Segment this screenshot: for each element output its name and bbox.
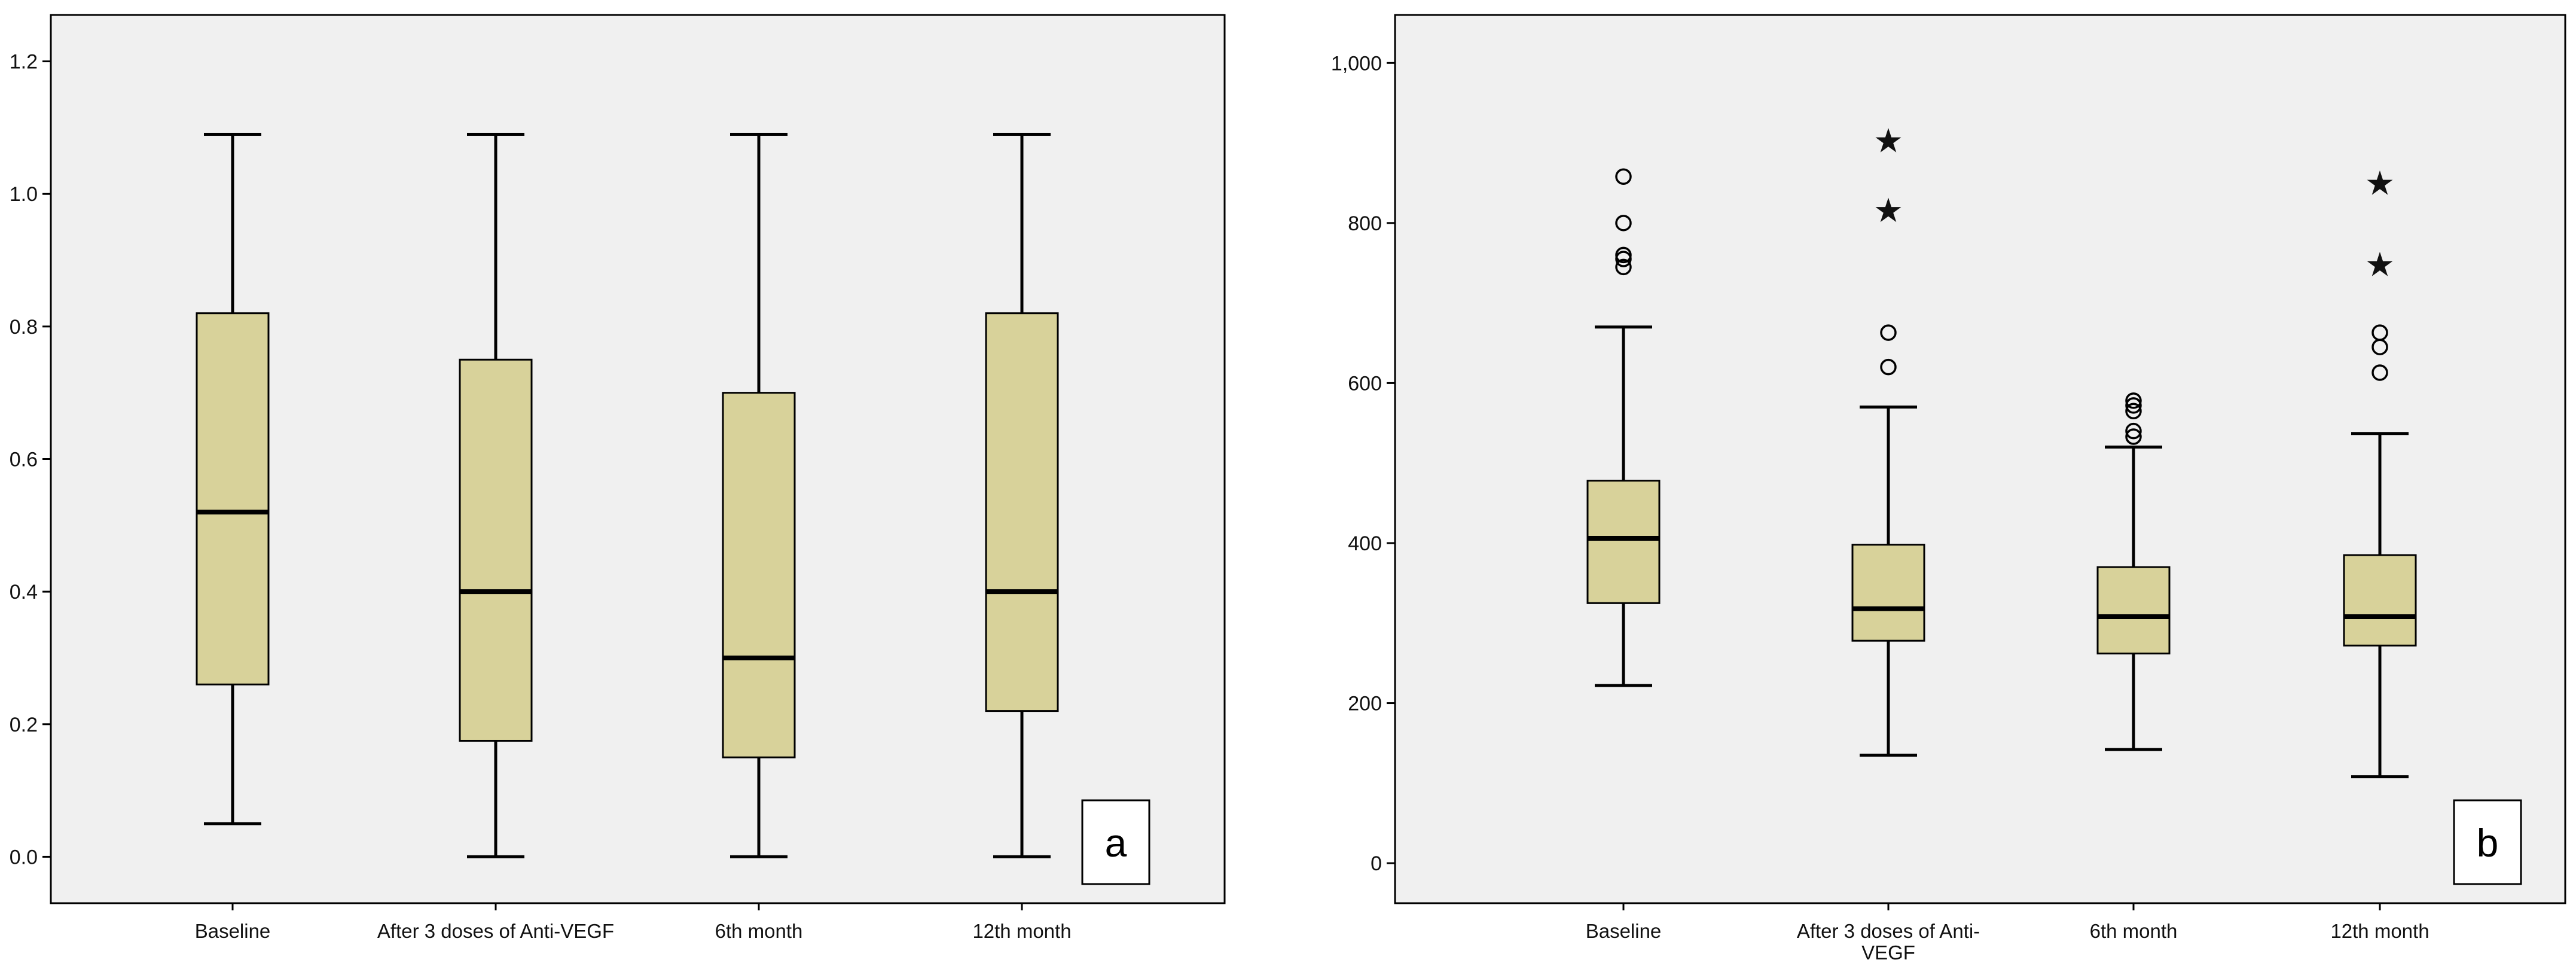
y-tick-label: 1.2	[10, 51, 38, 74]
y-tick-label: 0.6	[10, 449, 38, 471]
category-label: Baseline	[195, 920, 271, 942]
y-tick-label: 0.0	[10, 846, 38, 869]
box-4: ★ ★ 12th month	[2330, 164, 2429, 942]
plot-area	[1394, 14, 2566, 904]
y-tick-label: 400	[1348, 532, 1382, 555]
panel-a-chart: 0.0 0.2 0.4 0.6 0.8 1.0 1.2 Baseline After 3 dos…	[10, 14, 1226, 942]
box-3: 6th month	[715, 132, 803, 942]
category-label: 6th month	[715, 920, 803, 942]
category-label: 12th month	[972, 920, 1071, 942]
y-tick-label: 0.8	[10, 316, 38, 339]
outlier-point	[2125, 422, 2142, 440]
outlier-point	[2371, 324, 2388, 341]
iqr-box	[2343, 554, 2417, 647]
iqr-box	[985, 312, 1059, 712]
extreme-point: ★	[2365, 164, 2395, 202]
category-label: VEGF	[1861, 941, 1915, 964]
iqr-box	[1851, 544, 1925, 642]
box-3: 6th month	[2090, 392, 2178, 942]
extreme-point: ★	[2365, 246, 2395, 284]
iqr-box	[459, 358, 533, 742]
iqr-box	[2096, 566, 2171, 655]
outlier-point	[1880, 324, 1897, 341]
panel-tag-label: a	[1105, 821, 1127, 865]
panel-tag-box	[1081, 799, 1150, 885]
outlier-point	[2371, 364, 2388, 381]
outlier-point	[2125, 392, 2142, 409]
category-label: Baseline	[1586, 920, 1662, 942]
y-tick-label: 0.2	[10, 714, 38, 736]
y-tick-label: 200	[1348, 693, 1382, 715]
y-tick-label: 1.0	[10, 183, 38, 206]
outlier-point	[1880, 358, 1897, 376]
box-4: 12th month	[972, 132, 1072, 942]
outlier-point	[2125, 428, 2142, 445]
outlier-point	[2125, 397, 2142, 414]
category-label: 12th month	[2330, 920, 2429, 942]
y-tick-label: 1,000	[1331, 52, 1382, 75]
panel-b-chart: 0 200 400 600 800 1,000 Baseline ★ ★ After 3 dose…	[1331, 14, 2566, 964]
iqr-box	[722, 392, 796, 758]
extreme-point: ★	[1873, 121, 1903, 159]
box-2: After 3 doses of Anti-VEGF	[377, 132, 614, 942]
box-2: ★ ★ After 3 doses of Anti-VEGF	[1797, 121, 1980, 964]
panel-tag-box	[2453, 799, 2522, 885]
box-1: Baseline	[195, 132, 271, 942]
category-label: After 3 doses of Anti-	[1797, 920, 1980, 942]
outlier-point	[1615, 215, 1632, 231]
y-tick-label: 800	[1348, 212, 1382, 235]
y-tick-label: 0.4	[10, 581, 38, 604]
outlier-point	[1615, 258, 1632, 276]
category-label: 6th month	[2090, 920, 2178, 942]
outlier-point	[2125, 403, 2142, 419]
extreme-point: ★	[1873, 191, 1903, 229]
y-tick-label: 0	[1371, 852, 1382, 875]
iqr-box	[196, 312, 270, 685]
outlier-point	[1615, 246, 1632, 264]
category-label: After 3 doses of Anti-VEGF	[377, 920, 614, 942]
panel-tag-label: b	[2477, 821, 2499, 865]
outlier-point	[1615, 168, 1632, 185]
iqr-box	[1586, 480, 1661, 604]
box-1: Baseline	[1586, 168, 1662, 942]
y-tick-label: 600	[1348, 372, 1382, 395]
